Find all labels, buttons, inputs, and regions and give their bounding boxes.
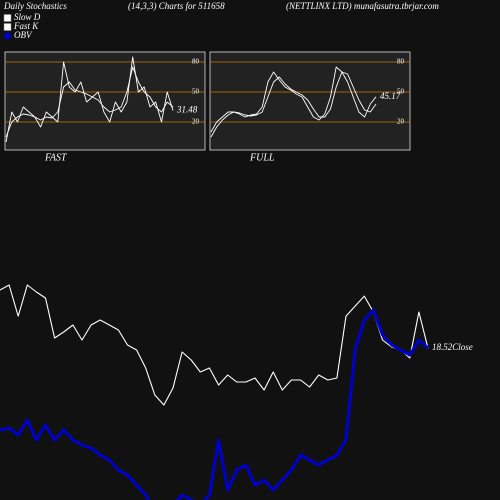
value-label: 45.17 [380, 91, 401, 101]
series-line [210, 66, 377, 133]
legend-label: Fast K [13, 21, 39, 31]
legend-label: Slow D [14, 12, 41, 22]
y-tick-label: 80 [397, 58, 405, 66]
series-line [0, 308, 429, 500]
y-tick-label: 20 [192, 118, 200, 126]
header-right: (NETTLINX LTD) munafasutra.tbrjar.com [286, 1, 439, 11]
y-tick-label: 50 [192, 88, 200, 96]
panel-title: FULL [249, 152, 275, 163]
y-tick-label: 80 [192, 58, 200, 66]
panel-background [209, 51, 411, 151]
series-line [5, 56, 174, 143]
value-label: 31.48 [176, 105, 198, 115]
legend-swatch [3, 23, 12, 31]
header-center: (14,3,3) Charts for 511658 [128, 1, 225, 11]
legend-label: OBV [14, 30, 33, 40]
series-line [210, 71, 377, 138]
legend-swatch [4, 32, 11, 40]
series-line [0, 284, 429, 406]
value-label: 18.52Close [432, 342, 473, 352]
y-tick-label: 20 [397, 118, 405, 126]
y-tick-label: 50 [397, 88, 405, 96]
panel-background [4, 51, 206, 151]
header-left: Daily Stochastics [3, 1, 67, 11]
panel-title: FAST [44, 152, 68, 163]
legend-swatch [3, 14, 12, 22]
